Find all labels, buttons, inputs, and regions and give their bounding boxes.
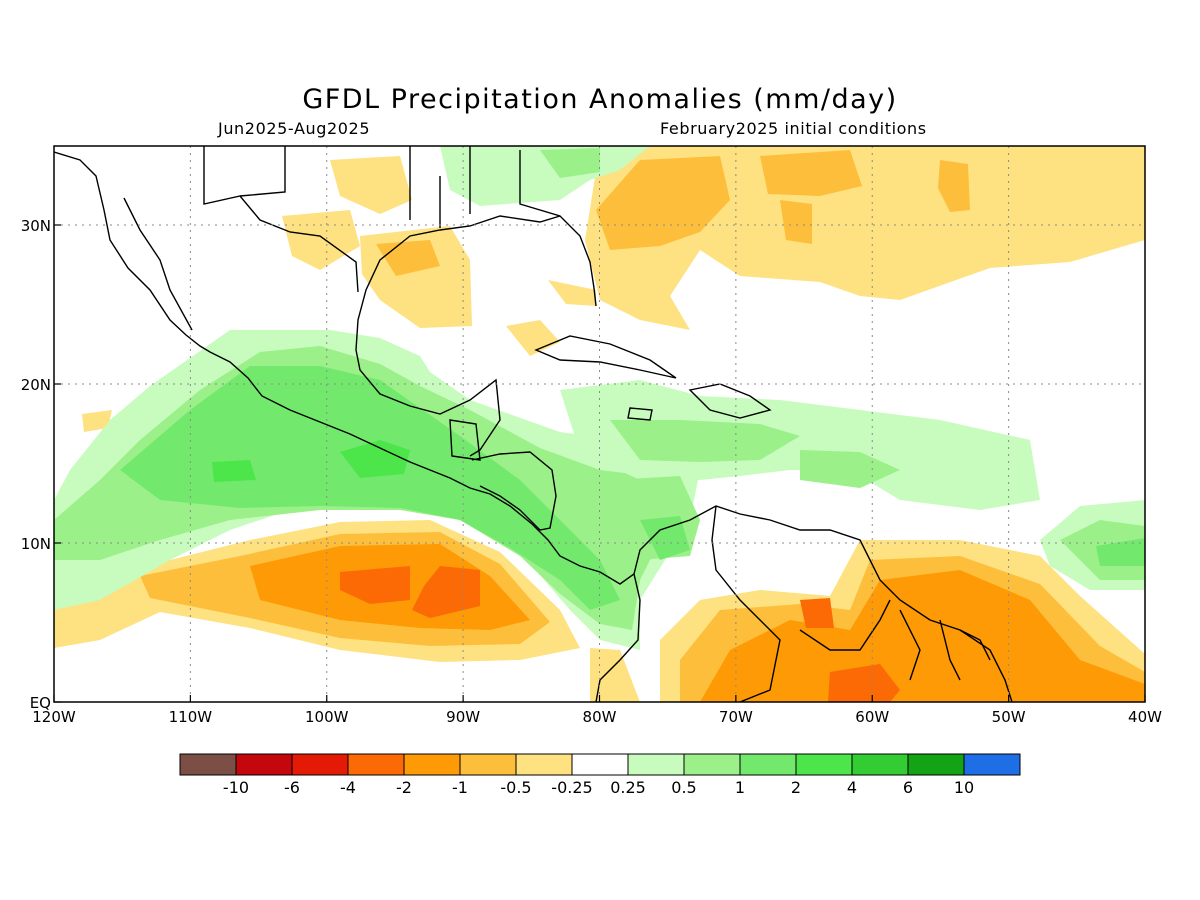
map-title: GFDL Precipitation Anomalies (mm/day) [302, 84, 898, 115]
colorbar-label: 2 [791, 778, 801, 797]
colorbar-label: -0.25 [551, 778, 592, 797]
colorbar-label: -2 [396, 778, 412, 797]
lon-label: 80W [583, 708, 617, 726]
colorbar-swatch [851, 753, 909, 776]
season-subtitle: Jun2025-Aug2025 [218, 119, 371, 138]
lon-label: 40W [1128, 708, 1162, 726]
colorbar-swatch [963, 753, 1021, 776]
lon-label: 110W [169, 708, 213, 726]
lon-label: 60W [855, 708, 889, 726]
colorbar-swatch [459, 753, 517, 776]
colorbar-swatch [571, 753, 629, 776]
colorbar-swatch [907, 753, 965, 776]
lon-label: 50W [992, 708, 1026, 726]
lon-label: 90W [446, 708, 480, 726]
lon-label: 120W [32, 708, 76, 726]
colorbar-label: -0.5 [500, 778, 531, 797]
lon-label: 100W [305, 708, 349, 726]
colorbar-label: -6 [284, 778, 300, 797]
colorbar-swatch [403, 753, 461, 776]
colorbar-label: 10 [954, 778, 974, 797]
colorbar-label: 1 [735, 778, 745, 797]
colorbar: -10 -6 -4 -2 -1 -0.5 -0.25 0.25 0.5 1 2 4 6 10 [179, 753, 1021, 797]
coastlines-and-borders [54, 146, 1013, 702]
colorbar-label: -10 [223, 778, 249, 797]
colorbar-label: 0.25 [610, 778, 646, 797]
colorbar-label: -4 [340, 778, 356, 797]
colorbar-swatch [627, 753, 685, 776]
initial-conditions-subtitle: February2025 initial conditions [660, 119, 927, 138]
lat-label: 20N [21, 376, 51, 394]
colorbar-label: 0.5 [671, 778, 696, 797]
lat-label: 30N [21, 217, 51, 235]
colorbar-swatch [515, 753, 573, 776]
colorbar-label: 6 [903, 778, 913, 797]
colorbar-swatch [235, 753, 293, 776]
lon-label: 70W [719, 708, 753, 726]
colorbar-label: -1 [452, 778, 468, 797]
anomaly-shading [54, 146, 1145, 702]
colorbar-swatch [739, 753, 797, 776]
colorbar-swatch [347, 753, 405, 776]
colorbar-label: 4 [847, 778, 857, 797]
colorbar-swatch [179, 753, 237, 776]
lat-label: EQ [30, 694, 51, 712]
colorbar-swatch [683, 753, 741, 776]
colorbar-swatch [291, 753, 349, 776]
colorbar-swatch [795, 753, 853, 776]
graticule [54, 146, 1145, 702]
lat-label: 10N [21, 535, 51, 553]
